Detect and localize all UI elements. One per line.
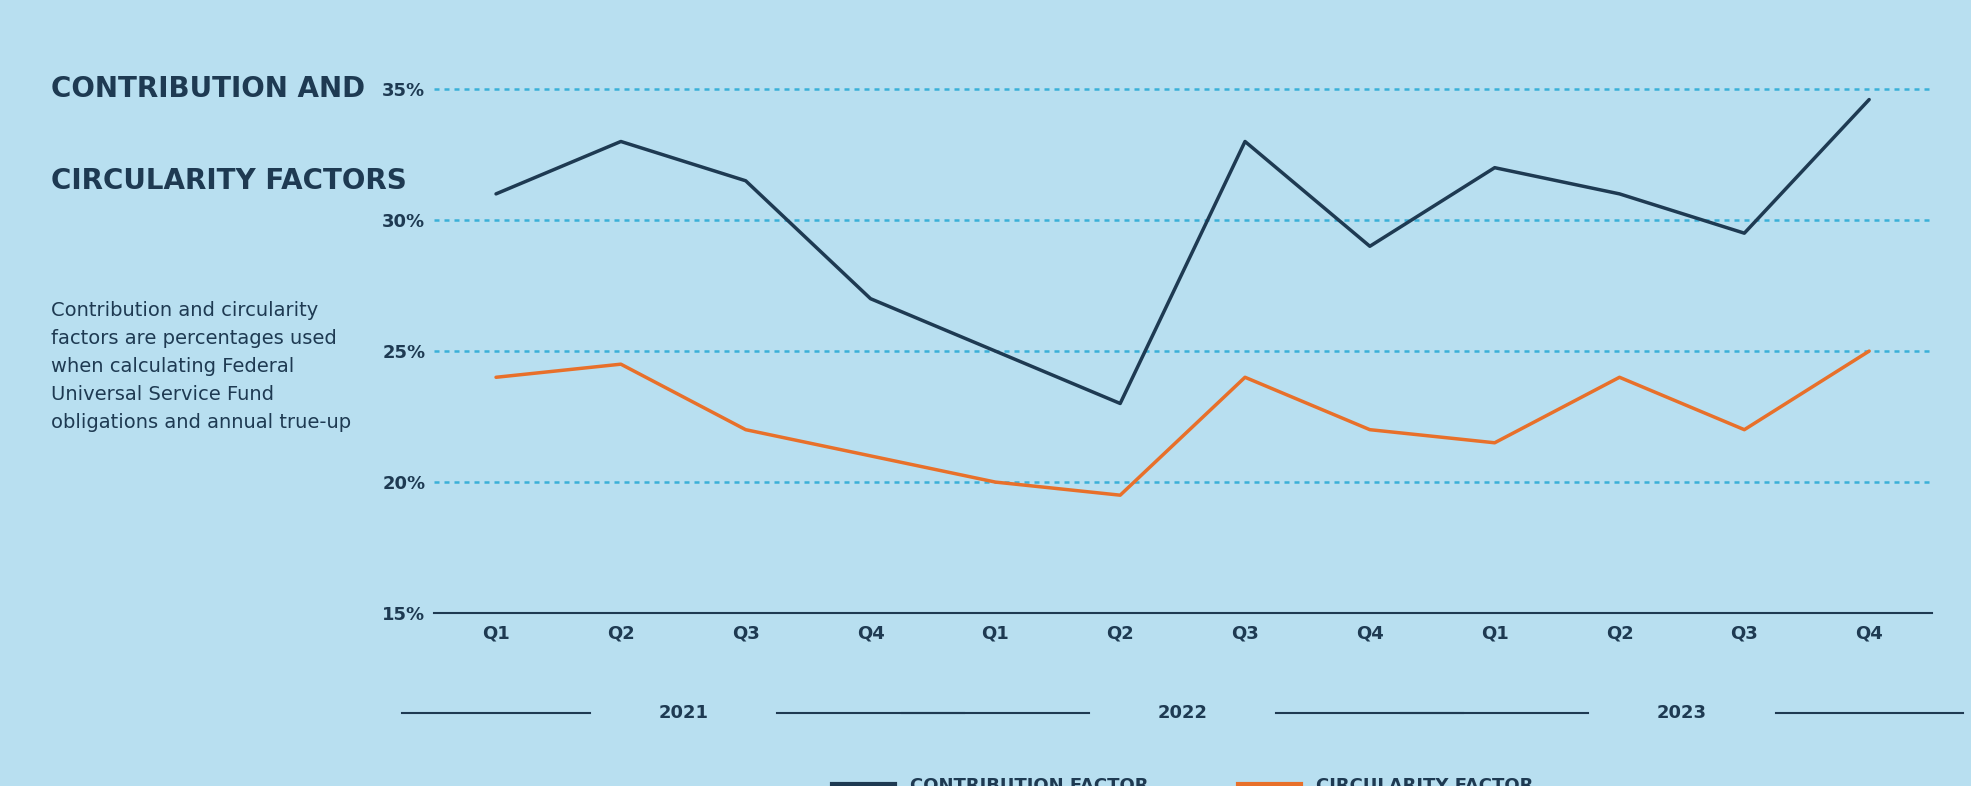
Text: 2022: 2022 bbox=[1157, 703, 1208, 722]
Text: Contribution and circularity
factors are percentages used
when calculating Feder: Contribution and circularity factors are… bbox=[51, 301, 351, 432]
Legend: CONTRIBUTION FACTOR, CIRCULARITY FACTOR: CONTRIBUTION FACTOR, CIRCULARITY FACTOR bbox=[824, 769, 1541, 786]
Text: 2021: 2021 bbox=[658, 703, 708, 722]
Text: CONTRIBUTION AND: CONTRIBUTION AND bbox=[51, 75, 365, 103]
Text: CIRCULARITY FACTORS: CIRCULARITY FACTORS bbox=[51, 167, 406, 195]
Text: 2023: 2023 bbox=[1658, 703, 1707, 722]
